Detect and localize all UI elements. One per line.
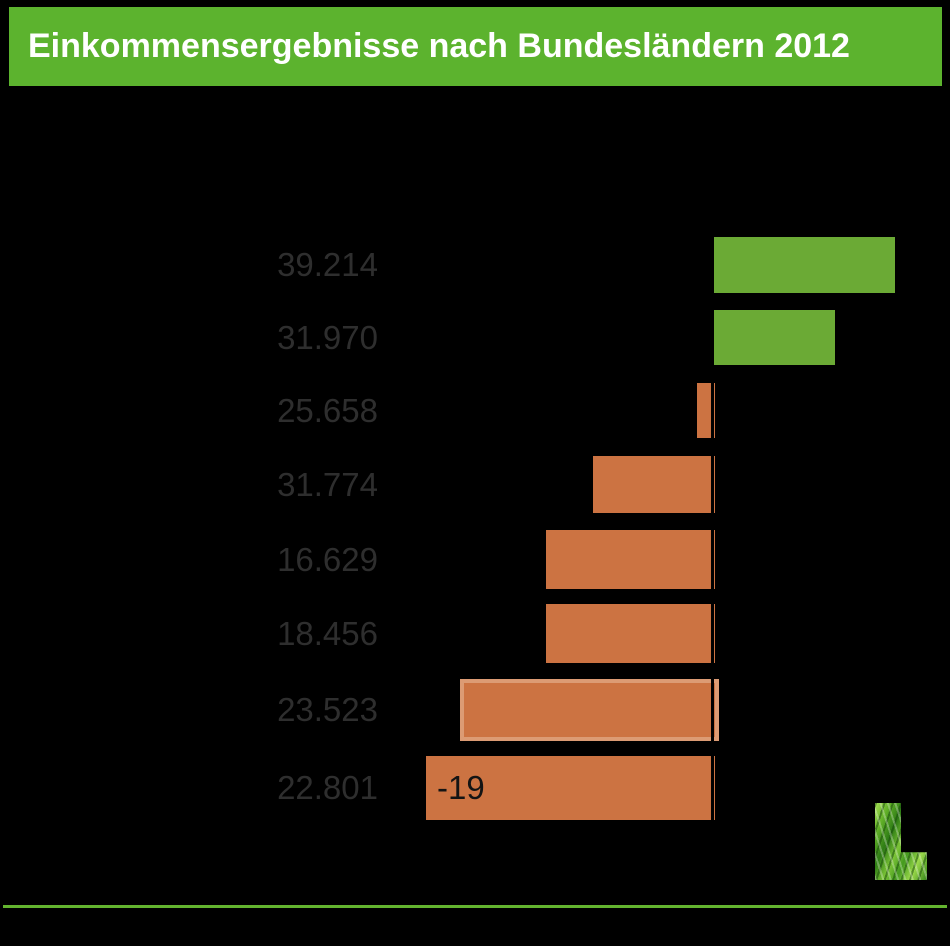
bar-negative (697, 383, 715, 438)
bar-value-label: 25.658 (277, 391, 378, 429)
bar-value-label: 16.629 (277, 540, 378, 578)
page-title: Einkommensergebnisse nach Bundesländern … (28, 27, 850, 65)
bar-negative (546, 604, 715, 663)
bar-negative (546, 530, 715, 589)
bar-positive (712, 310, 835, 365)
bar-negative (426, 756, 715, 820)
bar-negative (460, 679, 719, 741)
bar-data-label: -19 (437, 769, 485, 806)
bar-value-label: 22.801 (277, 769, 378, 806)
bar-value-label: 23.523 (277, 691, 378, 728)
chart-area: 39.214 31.970 25.658 31.774 16.629 18.456 23.5… (0, 90, 950, 850)
title-bar: Einkommensergebnisse nach Bundesländern … (9, 7, 942, 86)
bar-value-label: 31.774 (277, 465, 378, 503)
footer-divider (3, 905, 947, 908)
bar-positive (712, 237, 895, 293)
bar-value-label: 31.970 (277, 318, 378, 356)
bar-value-label: 18.456 (277, 614, 378, 652)
bar-value-label: 39.214 (277, 246, 378, 283)
zero-axis-line (711, 235, 714, 822)
bar-negative (593, 456, 715, 513)
